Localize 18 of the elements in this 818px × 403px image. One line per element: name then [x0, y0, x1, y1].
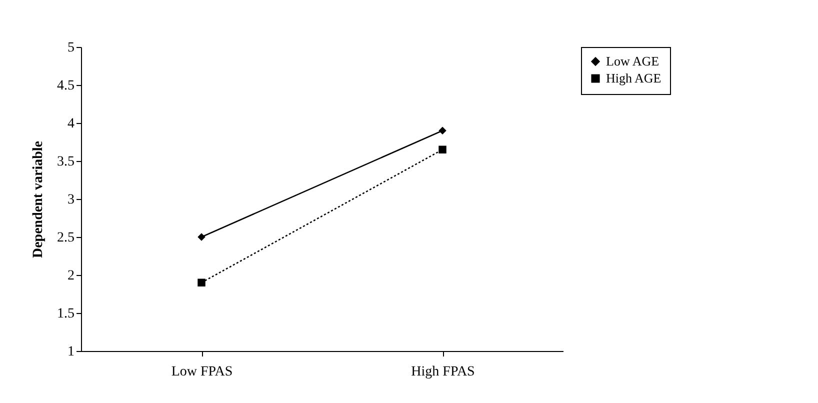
legend-label: Low AGE — [606, 54, 660, 68]
y-tick-label: 5 — [68, 40, 74, 56]
y-tick-label: 3 — [68, 192, 74, 208]
x-tick-label: High FPAS — [411, 364, 475, 380]
y-tick-label: 4.5 — [57, 78, 74, 94]
point — [198, 233, 206, 241]
y-tick-label: 1.5 — [57, 306, 74, 322]
y-tick-label: 1 — [68, 344, 74, 360]
y-tick-label: 4 — [68, 116, 74, 132]
legend-label: High AGE — [606, 70, 662, 86]
y-axis-title: Dependent variable — [31, 140, 46, 258]
point — [438, 126, 446, 134]
y-tick-label: 2.5 — [57, 230, 74, 246]
point — [198, 278, 206, 286]
point — [438, 146, 446, 154]
y-tick-label: 3.5 — [57, 154, 74, 170]
y-tick-label: 2 — [68, 268, 74, 284]
x-tick-label: Low FPAS — [171, 364, 233, 380]
